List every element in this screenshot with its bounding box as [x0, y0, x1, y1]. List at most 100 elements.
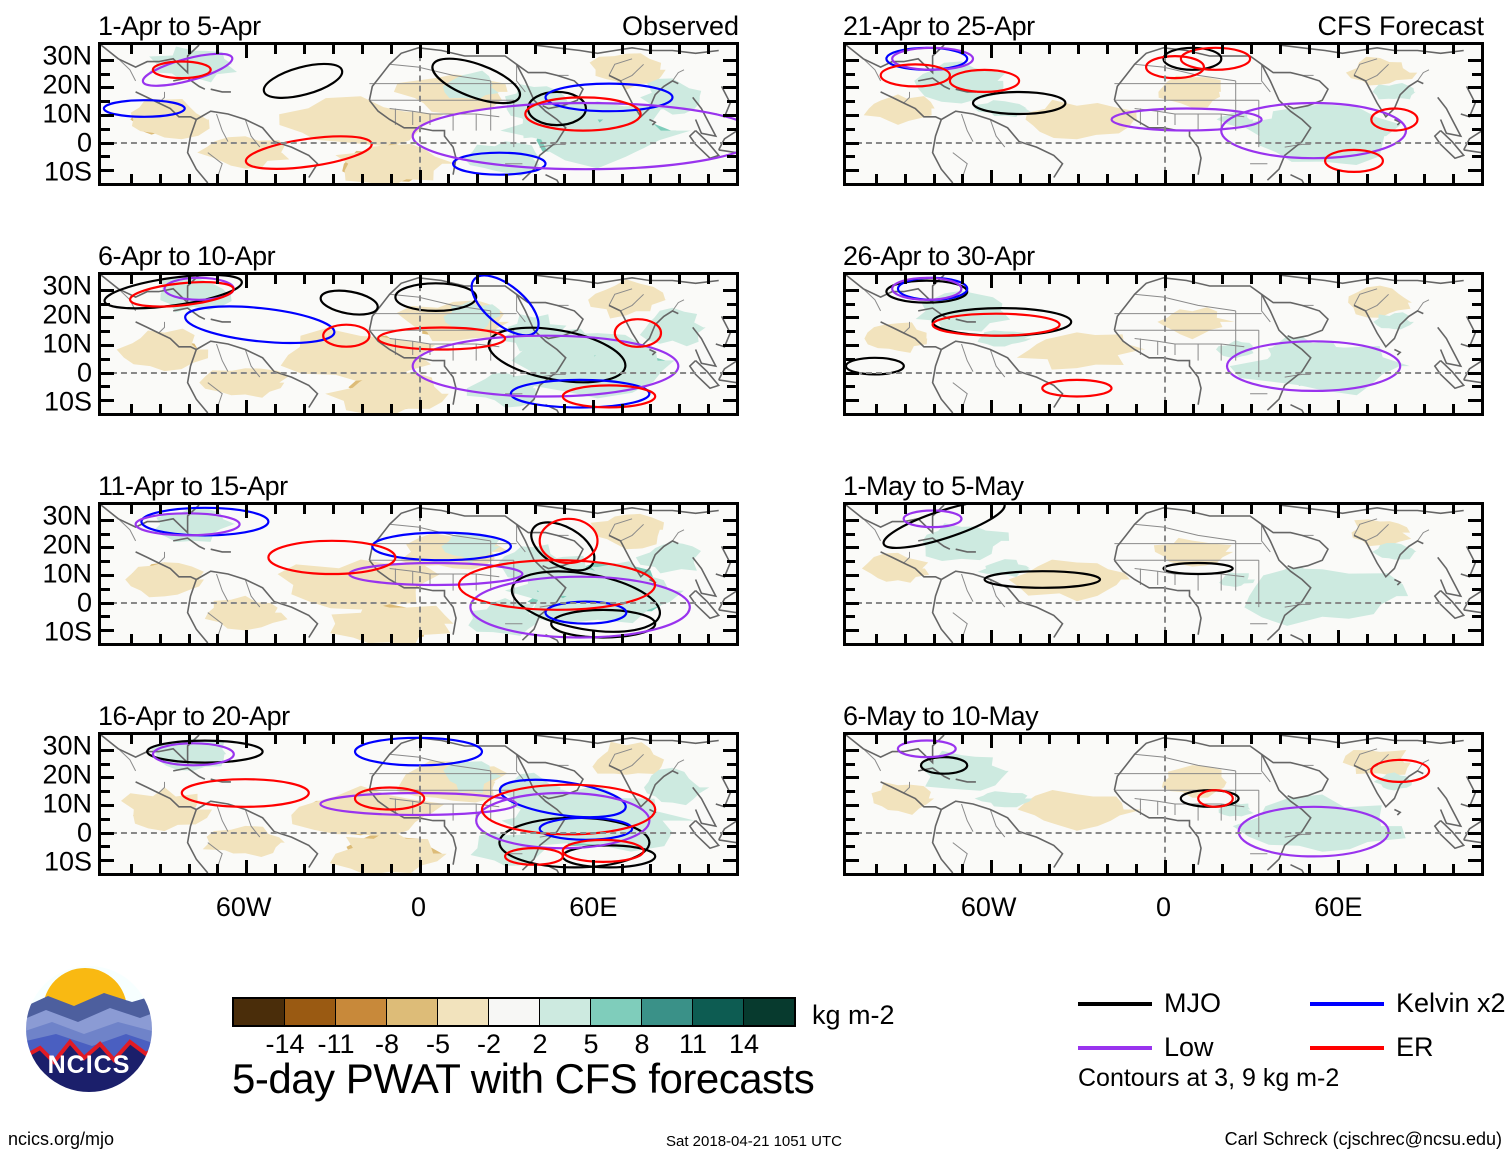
y-axis-tick-label: 10S: [43, 616, 92, 647]
y-axis-tick-label: 20N: [42, 299, 92, 330]
y-tick: [101, 72, 110, 76]
x-tick: [331, 505, 335, 514]
x-tick: [389, 45, 393, 54]
x-tick: [158, 634, 162, 643]
x-tick: [1134, 45, 1138, 54]
map-panel: 6-Apr to 10-Apr: [98, 241, 739, 416]
x-tick: [1336, 860, 1340, 873]
x-tick: [874, 505, 878, 514]
x-tick: [990, 400, 994, 413]
x-tick: [961, 634, 965, 643]
x-tick: [903, 735, 907, 744]
x-tick: [1221, 45, 1225, 54]
x-tick: [245, 630, 249, 643]
x-tick: [1278, 404, 1282, 413]
x-tick: [1048, 634, 1052, 643]
x-tick: [331, 634, 335, 643]
x-tick: [505, 634, 509, 643]
x-tick: [476, 634, 480, 643]
x-tick: [1365, 404, 1369, 413]
x-tick: [476, 45, 480, 54]
x-tick: [1452, 505, 1456, 514]
footer-site-link[interactable]: ncics.org/mjo: [8, 1129, 115, 1149]
y-tick: [1472, 817, 1481, 821]
y-tick: [846, 344, 859, 347]
x-tick: [418, 860, 422, 873]
x-tick: [591, 505, 595, 518]
y-tick: [846, 114, 859, 117]
x-tick: [216, 275, 220, 284]
map-panel: 16-Apr to 20-Apr: [98, 701, 739, 876]
x-tick: [874, 735, 878, 744]
x-tick: [620, 404, 624, 413]
colorbar-tick-label: 11: [678, 1029, 708, 1059]
y-tick: [727, 155, 736, 159]
x-tick: [476, 174, 480, 183]
y-tick: [1468, 574, 1481, 577]
x-tick: [1423, 45, 1427, 54]
x-tick: [932, 404, 936, 413]
colorbar-swatch: [642, 999, 693, 1025]
y-tick: [101, 169, 114, 173]
y-axis-labels: 30N 20N 10N 0 10S: [6, 41, 92, 186]
x-tick: [476, 404, 480, 413]
y-tick: [101, 399, 114, 403]
x-tick: [1019, 275, 1023, 284]
x-tick: [274, 735, 278, 744]
x-tick: [476, 275, 480, 284]
y-tick: [846, 371, 859, 375]
legend-item: Low: [1078, 1032, 1214, 1063]
x-tick: [389, 275, 393, 284]
x-tick: [129, 735, 133, 744]
x-axis-tick-label: 60E: [569, 892, 618, 922]
x-tick: [1105, 864, 1109, 873]
y-tick: [846, 804, 859, 807]
x-tick: [707, 634, 711, 643]
y-tick: [101, 344, 114, 347]
x-tick: [1307, 45, 1311, 54]
colorbar-tick-label: -5: [425, 1029, 451, 1059]
y-tick: [727, 790, 736, 794]
y-axis-tick-label: 30N: [42, 500, 92, 531]
x-tick: [1134, 634, 1138, 643]
x-tick: [591, 45, 595, 58]
x-tick: [1076, 404, 1080, 413]
x-tick: [158, 864, 162, 873]
x-tick: [649, 505, 653, 514]
x-tick: [505, 174, 509, 183]
y-tick: [1472, 302, 1481, 306]
colorbar-swatch: [540, 999, 591, 1025]
x-tick: [1019, 505, 1023, 514]
map-plot-area: [98, 42, 739, 186]
x-tick: [961, 275, 965, 284]
colorbar-tick-label: 2: [532, 1029, 548, 1059]
colorbar-tick-label: -11: [317, 1029, 355, 1059]
x-tick: [591, 275, 595, 288]
y-tick: [101, 100, 110, 104]
y-tick: [727, 302, 736, 306]
x-tick: [418, 400, 422, 413]
x-tick: [961, 174, 965, 183]
y-tick: [101, 155, 110, 159]
y-tick: [723, 574, 736, 577]
x-tick: [562, 45, 566, 54]
x-tick: [389, 634, 393, 643]
x-tick: [1336, 735, 1340, 748]
y-tick: [723, 399, 736, 403]
y-tick: [723, 748, 736, 752]
colorbar-tick-label: -2: [476, 1029, 502, 1059]
x-tick: [591, 630, 595, 643]
x-tick: [562, 735, 566, 744]
map-panel: 11-Apr to 15-Apr: [98, 471, 739, 646]
x-tick: [874, 864, 878, 873]
map-plot-area: [98, 272, 739, 416]
x-tick: [129, 404, 133, 413]
y-tick: [846, 127, 855, 131]
legend-line-swatch: [1078, 1045, 1152, 1050]
colorbar-tick-label: 8: [634, 1029, 650, 1059]
x-tick: [476, 735, 480, 744]
x-tick: [932, 275, 936, 284]
y-tick: [101, 127, 110, 131]
x-tick: [1019, 174, 1023, 183]
y-tick: [846, 790, 855, 794]
